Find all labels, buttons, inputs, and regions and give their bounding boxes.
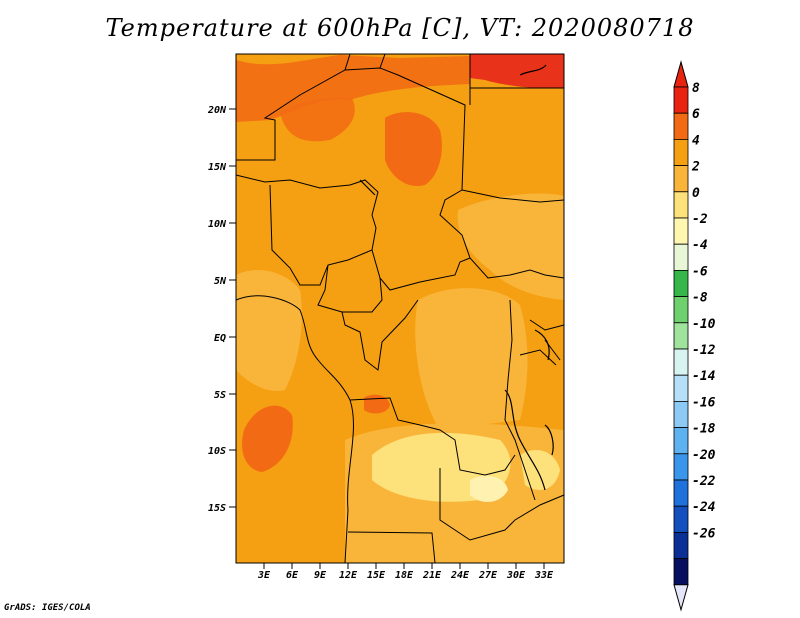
country-borders [235, 53, 565, 564]
colorbar-segment [673, 165, 689, 193]
colorbar-label: -12 [692, 343, 716, 358]
map-frame [235, 53, 565, 564]
lat-label: EQ [214, 333, 226, 344]
warm-patch-angola-coast [242, 405, 293, 472]
lon-label: 12E [339, 570, 358, 581]
colorbar-segment [673, 427, 689, 455]
chart-title: Temperature at 600hPa [C], VT: 202008071… [105, 14, 695, 42]
lon-label: 21E [422, 570, 442, 581]
colorbar-segment [673, 243, 689, 271]
colorbar-label: -22 [692, 474, 716, 489]
mild-patch-congo [415, 288, 528, 430]
lon-label: 27E [478, 570, 498, 581]
colorbar-segment [673, 322, 689, 350]
colorbar-label: -24 [692, 500, 716, 515]
colorbar-label: -2 [692, 212, 708, 227]
lat-label: 15S [208, 503, 226, 514]
colorbar-bottom-triangle [673, 584, 689, 612]
lon-label: 30E [506, 570, 526, 581]
colorbar-label: 2 [691, 160, 700, 175]
colorbar-label: -10 [692, 317, 716, 332]
mild-patch-gulf [236, 270, 302, 391]
colorbar-label: -18 [692, 422, 716, 437]
colorbar-segment [673, 532, 689, 560]
hot-patch-northeast [470, 54, 564, 89]
lon-label: 24E [450, 570, 470, 581]
colorbar-label: -4 [692, 238, 708, 253]
colorbar-segment [673, 217, 689, 245]
colorbar-segment [673, 86, 689, 114]
lat-label: 5S [214, 390, 226, 401]
lon-label: 6E [286, 570, 299, 581]
colorbar-label: 0 [692, 186, 700, 201]
colorbar-segment [673, 269, 689, 297]
colorbar-label: -26 [692, 526, 716, 541]
cool-patch-lake [520, 450, 560, 490]
colorbar-segment [673, 479, 689, 507]
colorbar-segment [673, 348, 689, 376]
colorbar-label: 8 [692, 81, 700, 96]
grads-credit: GrADS: IGES/COLA [4, 603, 91, 613]
lat-label: 10S [208, 446, 226, 457]
colorbar-label: 6 [692, 107, 700, 122]
colorbar-label: -20 [692, 448, 716, 463]
colorbar-top-triangle [673, 60, 689, 88]
map-panel [235, 53, 565, 564]
lon-label: 15E [367, 570, 386, 581]
lat-label: 10N [208, 219, 227, 230]
colorbar-segment [673, 505, 689, 533]
lat-label: 20N [207, 105, 227, 116]
longitude-axis: 3E 6E 9E 12E 15E 18E 21E 24E 27E 30E 33E [257, 563, 554, 581]
warm-patch-chad [385, 112, 442, 186]
colorbar-segment [673, 558, 689, 586]
colorbar-segment [673, 453, 689, 481]
lon-label: 18E [395, 570, 414, 581]
lon-label: 33E [534, 570, 554, 581]
colorbar-segment [673, 400, 689, 428]
colorbar-segment [673, 191, 689, 219]
colorbar-segment [673, 138, 689, 166]
colorbar-segment [673, 374, 689, 402]
lon-label: 3E [257, 570, 271, 581]
colorbar-label: 4 [692, 133, 700, 148]
lakes-and-rivers [359, 64, 554, 491]
lon-label: 9E [314, 570, 327, 581]
colorbar-label: -8 [692, 291, 708, 306]
warm-patch-north-b [280, 97, 355, 142]
latitude-axis: 20N 15N 10N 5N EQ 5S 10S 15S [207, 105, 236, 514]
cool-patch-plateau [470, 475, 508, 502]
colorbar-label: -6 [692, 264, 708, 279]
colorbar: 8 6 4 2 0 -2 -4 -6 -8 -10 -12 -14 -16 -18 -20 -22 -24 -26 [673, 60, 716, 612]
lat-label: 5N [214, 276, 227, 287]
colorbar-label: -16 [692, 395, 716, 410]
mild-patch-east [457, 193, 564, 300]
colorbar-segment [673, 112, 689, 140]
colorbar-label: -14 [692, 369, 716, 384]
colorbar-segment [673, 296, 689, 324]
lat-label: 15N [208, 162, 227, 173]
